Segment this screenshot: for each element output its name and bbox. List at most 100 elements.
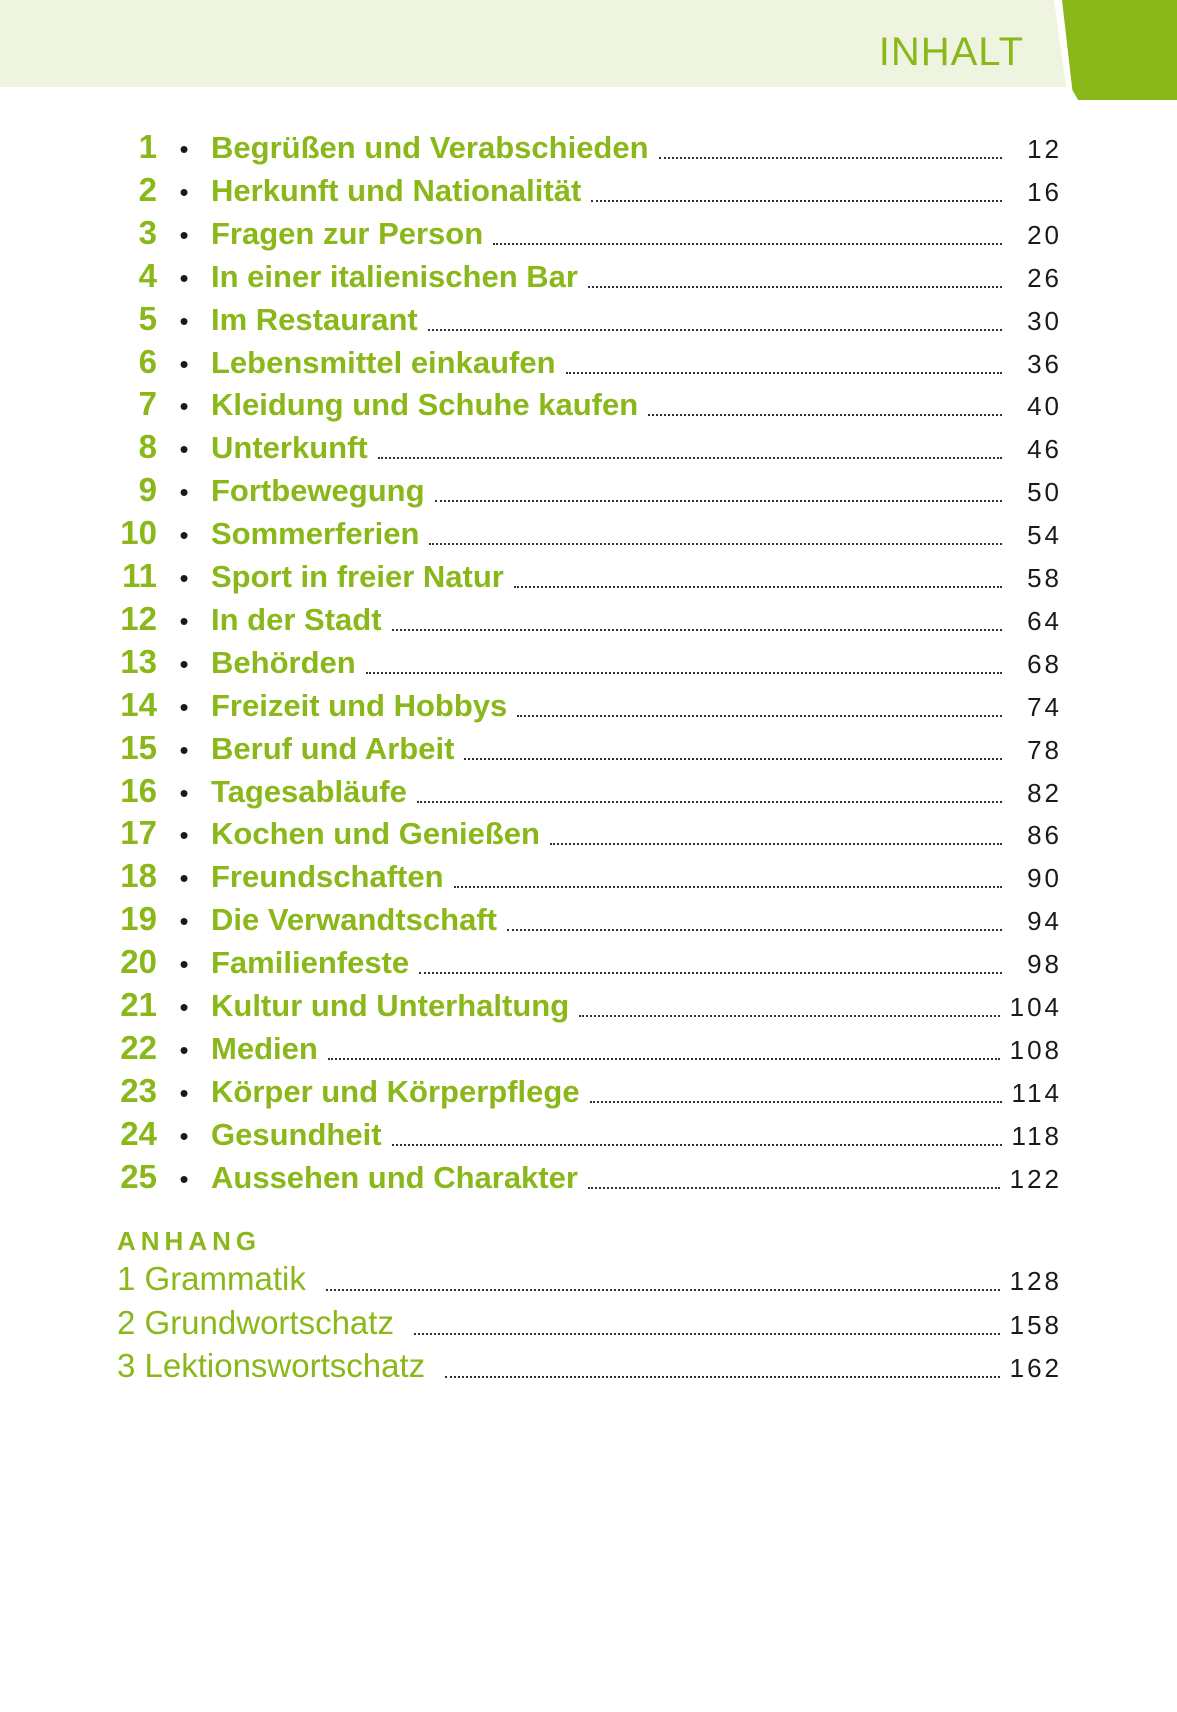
appendix-entry[interactable]: 2 Grundwortschatz 158 bbox=[117, 1304, 1062, 1344]
toc-entry[interactable]: 9 • Fortbewegung 50 bbox=[100, 471, 1062, 511]
toc-entry[interactable]: 19 • Die Verwandtschaft 94 bbox=[100, 900, 1062, 940]
toc-entry[interactable]: 24 • Gesundheit 118 bbox=[100, 1115, 1062, 1155]
toc-entry[interactable]: 10 • Sommerferien 54 bbox=[100, 514, 1062, 554]
page-number: 30 bbox=[1027, 305, 1062, 336]
dot-leader bbox=[325, 1289, 1000, 1291]
chapter-title: Sommerferien bbox=[211, 516, 420, 552]
bullet-icon: • bbox=[179, 219, 189, 250]
chapter-number: 6 bbox=[138, 342, 157, 380]
toc-entry[interactable]: 14 • Freizeit und Hobbys 74 bbox=[100, 686, 1062, 726]
bullet-icon: • bbox=[179, 348, 189, 379]
dot-leader bbox=[591, 199, 1002, 202]
chapter-number: 24 bbox=[120, 1114, 157, 1152]
bullet-icon: • bbox=[179, 648, 189, 679]
section-tab bbox=[1062, 0, 1177, 100]
bullet-icon: • bbox=[179, 434, 189, 465]
chapter-title: Kochen und Genießen bbox=[211, 816, 540, 852]
toc-entry[interactable]: 7 • Kleidung und Schuhe kaufen 40 bbox=[100, 385, 1062, 425]
toc-entry[interactable]: 18 • Freundschaften 90 bbox=[100, 857, 1062, 897]
toc-entry[interactable]: 22 • Medien 108 bbox=[100, 1029, 1062, 1069]
dot-leader bbox=[377, 457, 1002, 460]
dot-leader bbox=[365, 671, 1002, 674]
chapter-title: Beruf und Arbeit bbox=[211, 730, 455, 766]
dot-leader bbox=[587, 285, 1002, 288]
chapter-title: Familienfeste bbox=[211, 945, 410, 981]
chapter-title: Herkunft und Nationalität bbox=[211, 172, 582, 208]
bullet-icon: • bbox=[179, 906, 189, 937]
bullet-icon: • bbox=[179, 949, 189, 980]
toc-entry[interactable]: 8 • Unterkunft 46 bbox=[100, 428, 1062, 468]
chapter-number: 20 bbox=[120, 943, 157, 981]
toc-entry[interactable]: 16 • Tagesabläufe 82 bbox=[100, 772, 1062, 812]
toc-entry[interactable]: 11 • Sport in freier Natur 58 bbox=[100, 557, 1062, 597]
toc-entry[interactable]: 6 • Lebensmittel einkaufen 36 bbox=[100, 343, 1062, 383]
page-number: 78 bbox=[1027, 734, 1062, 765]
appendix-entry[interactable]: 3 Lektionswortschatz 162 bbox=[117, 1347, 1062, 1387]
page-number: 94 bbox=[1027, 906, 1062, 937]
page-number: 98 bbox=[1027, 949, 1062, 980]
chapter-number: 11 bbox=[122, 557, 157, 594]
bullet-icon: • bbox=[179, 863, 189, 894]
toc-entry[interactable]: 12 • In der Stadt 64 bbox=[100, 600, 1062, 640]
toc-entry[interactable]: 17 • Kochen und Genießen 86 bbox=[100, 814, 1062, 854]
chapter-title: Sport in freier Natur bbox=[211, 559, 504, 594]
page-number: 58 bbox=[1027, 563, 1062, 593]
appendix-title: 2 Grundwortschatz bbox=[117, 1303, 394, 1341]
chapter-number: 4 bbox=[138, 256, 157, 294]
dot-leader bbox=[427, 328, 1002, 331]
page-number: 74 bbox=[1027, 691, 1062, 722]
bullet-icon: • bbox=[179, 391, 189, 422]
appendix-title: 3 Lektionswortschatz bbox=[117, 1347, 426, 1384]
dot-leader bbox=[327, 1057, 1000, 1060]
bullet-icon: • bbox=[179, 134, 189, 164]
dot-leader bbox=[429, 543, 1002, 546]
page-number: 114 bbox=[1011, 1077, 1062, 1108]
dot-leader bbox=[453, 886, 1002, 889]
dot-leader bbox=[391, 1143, 1002, 1146]
toc-entry[interactable]: 25 • Aussehen und Charakter 122 bbox=[100, 1158, 1062, 1198]
appendix-entry[interactable]: 1 Grammatik 128 bbox=[117, 1260, 1062, 1300]
toc-entry[interactable]: 15 • Beruf und Arbeit 78 bbox=[100, 729, 1062, 769]
dot-leader bbox=[513, 586, 1002, 588]
dot-leader bbox=[434, 500, 1002, 503]
chapter-title: Kleidung und Schuhe kaufen bbox=[211, 387, 639, 423]
toc-entry[interactable]: 2 • Herkunft und Nationalität 16 bbox=[100, 171, 1062, 211]
chapter-title: Kultur und Unterhaltung bbox=[211, 988, 570, 1023]
page-number: 104 bbox=[1009, 992, 1062, 1022]
dot-leader bbox=[648, 414, 1002, 417]
chapter-title: Im Restaurant bbox=[211, 301, 418, 337]
toc-entry[interactable]: 1 • Begrüßen und Verabschieden 12 bbox=[100, 128, 1062, 168]
toc-entry[interactable]: 4 • In einer italienischen Bar 26 bbox=[100, 257, 1062, 297]
dot-leader bbox=[506, 929, 1002, 932]
chapter-number: 7 bbox=[138, 385, 157, 423]
bullet-icon: • bbox=[179, 734, 189, 765]
chapter-number: 9 bbox=[138, 471, 157, 509]
toc-entry[interactable]: 21 • Kultur und Unterhaltung 104 bbox=[100, 986, 1062, 1026]
page-number: 54 bbox=[1027, 520, 1062, 551]
toc-entry[interactable]: 23 • Körper und Körperpflege 114 bbox=[100, 1072, 1062, 1112]
page-number: 50 bbox=[1027, 477, 1062, 508]
dot-leader bbox=[579, 1015, 1000, 1017]
header-band bbox=[0, 0, 1090, 87]
page-number: 36 bbox=[1027, 348, 1062, 379]
chapter-title: Freizeit und Hobbys bbox=[211, 687, 508, 723]
chapter-number: 15 bbox=[120, 728, 157, 766]
page-number: 46 bbox=[1027, 434, 1062, 465]
dot-leader bbox=[413, 1332, 1000, 1335]
chapter-title: Körper und Körperpflege bbox=[211, 1073, 580, 1109]
page-number: 118 bbox=[1011, 1120, 1062, 1151]
dot-leader bbox=[464, 757, 1002, 760]
chapter-number: 18 bbox=[120, 857, 157, 895]
chapter-title: Die Verwandtschaft bbox=[211, 902, 497, 938]
dot-leader bbox=[391, 628, 1002, 631]
toc-entry[interactable]: 3 • Fragen zur Person 20 bbox=[100, 214, 1062, 254]
page-number: 12 bbox=[1027, 134, 1062, 164]
toc-entry[interactable]: 5 • Im Restaurant 30 bbox=[100, 300, 1062, 340]
dot-leader bbox=[493, 242, 1002, 245]
page-number: 158 bbox=[1009, 1309, 1062, 1340]
bullet-icon: • bbox=[179, 262, 189, 293]
toc-entry[interactable]: 13 • Behörden 68 bbox=[100, 643, 1062, 683]
chapter-number: 5 bbox=[138, 299, 157, 337]
bullet-icon: • bbox=[179, 820, 189, 851]
toc-entry[interactable]: 20 • Familienfeste 98 bbox=[100, 943, 1062, 983]
